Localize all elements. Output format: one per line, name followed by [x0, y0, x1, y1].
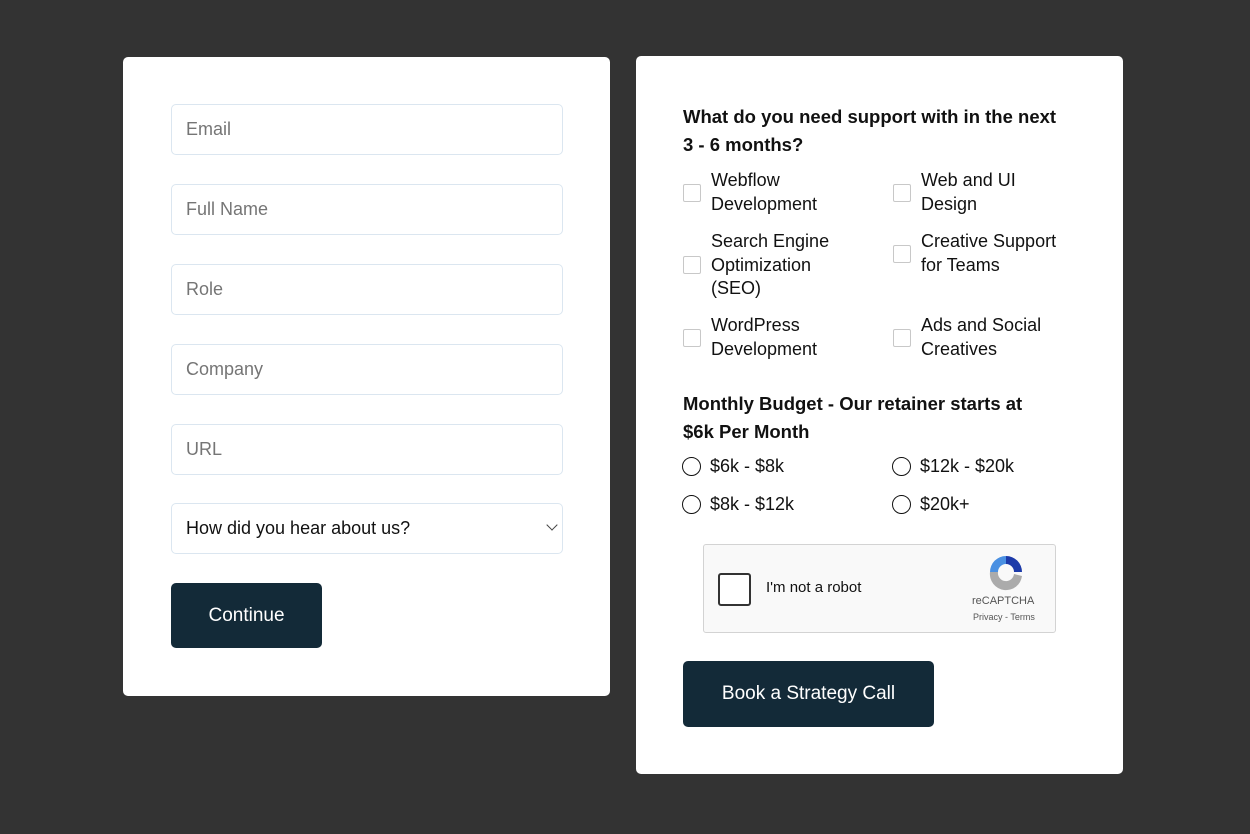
support-option-web-ui[interactable]: Web and UI Design — [893, 169, 1016, 216]
support-heading: What do you need support with in the nex… — [683, 103, 1083, 159]
book-strategy-call-button[interactable]: Book a Strategy Call — [683, 661, 934, 727]
support-option-seo[interactable]: Search Engine Optimization (SEO) — [683, 230, 829, 301]
budget-heading-line: $6k Per Month — [683, 421, 810, 442]
radio[interactable] — [892, 457, 911, 477]
budget-option[interactable]: $8k - $12k — [682, 493, 794, 517]
radio[interactable] — [682, 457, 701, 477]
recaptcha-checkbox[interactable] — [718, 573, 751, 606]
budget-option[interactable]: $6k - $8k — [682, 455, 784, 479]
recaptcha-links: Privacy - Terms — [973, 612, 1035, 622]
budget-option[interactable]: $12k - $20k — [892, 455, 1014, 479]
support-option-creative-teams[interactable]: Creative Support for Teams — [893, 230, 1056, 277]
option-label: $12k - $20k — [920, 456, 1015, 476]
role-input[interactable] — [171, 264, 563, 315]
budget-heading: Monthly Budget - Our retainer starts at … — [683, 390, 1083, 446]
recaptcha-brand: reCAPTCHA — [972, 595, 1035, 607]
radio[interactable] — [892, 495, 911, 515]
email-input[interactable] — [171, 104, 563, 155]
option-label: $6k - $8k — [710, 456, 785, 476]
full-name-input[interactable] — [171, 184, 563, 235]
referral-select-value: How did you hear about us? — [186, 518, 411, 538]
separator: - — [1002, 612, 1011, 622]
budget-option[interactable]: $20k+ — [892, 493, 970, 517]
support-option-webflow[interactable]: Webflow Development — [683, 169, 817, 216]
continue-button[interactable]: Continue — [171, 583, 322, 648]
contact-form-card: How did you hear about us? Continue — [123, 57, 610, 696]
recaptcha-logo-icon — [989, 556, 1022, 591]
company-input[interactable] — [171, 344, 563, 395]
referral-select[interactable]: How did you hear about us? — [171, 503, 563, 554]
checkbox[interactable] — [893, 328, 911, 347]
support-option-wordpress[interactable]: WordPress Development — [683, 314, 817, 361]
option-label: Web and UI Design — [921, 170, 1016, 214]
support-heading-line: What do you need support with in the nex… — [683, 106, 1057, 127]
checkbox[interactable] — [893, 183, 911, 202]
option-label: $20k+ — [920, 494, 970, 514]
option-label: $8k - $12k — [710, 494, 795, 514]
checkbox[interactable] — [683, 256, 701, 275]
checkbox[interactable] — [893, 244, 911, 263]
recaptcha-widget: I'm not a robot reCAPTCHA Privacy - Term… — [703, 544, 1056, 633]
privacy-link[interactable]: Privacy — [973, 612, 1003, 622]
checkbox[interactable] — [683, 328, 701, 347]
terms-link[interactable]: Terms — [1010, 612, 1035, 622]
option-label: Ads and Social Creatives — [921, 315, 1042, 359]
chevron-down-icon — [546, 519, 558, 531]
support-option-ads-social[interactable]: Ads and Social Creatives — [893, 314, 1041, 361]
option-label: WordPress Development — [711, 315, 818, 359]
budget-heading-line: Monthly Budget - Our retainer starts at — [683, 393, 1023, 414]
checkbox[interactable] — [683, 183, 701, 202]
url-input[interactable] — [171, 424, 563, 475]
support-heading-line: 3 - 6 months? — [683, 134, 804, 155]
radio[interactable] — [682, 495, 701, 515]
option-label: Creative Support for Teams — [921, 231, 1057, 275]
option-label: Webflow Development — [711, 170, 818, 214]
support-form-card: What do you need support with in the nex… — [636, 56, 1123, 774]
option-label: Search Engine Optimization (SEO) — [711, 231, 830, 298]
recaptcha-label: I'm not a robot — [766, 579, 862, 596]
